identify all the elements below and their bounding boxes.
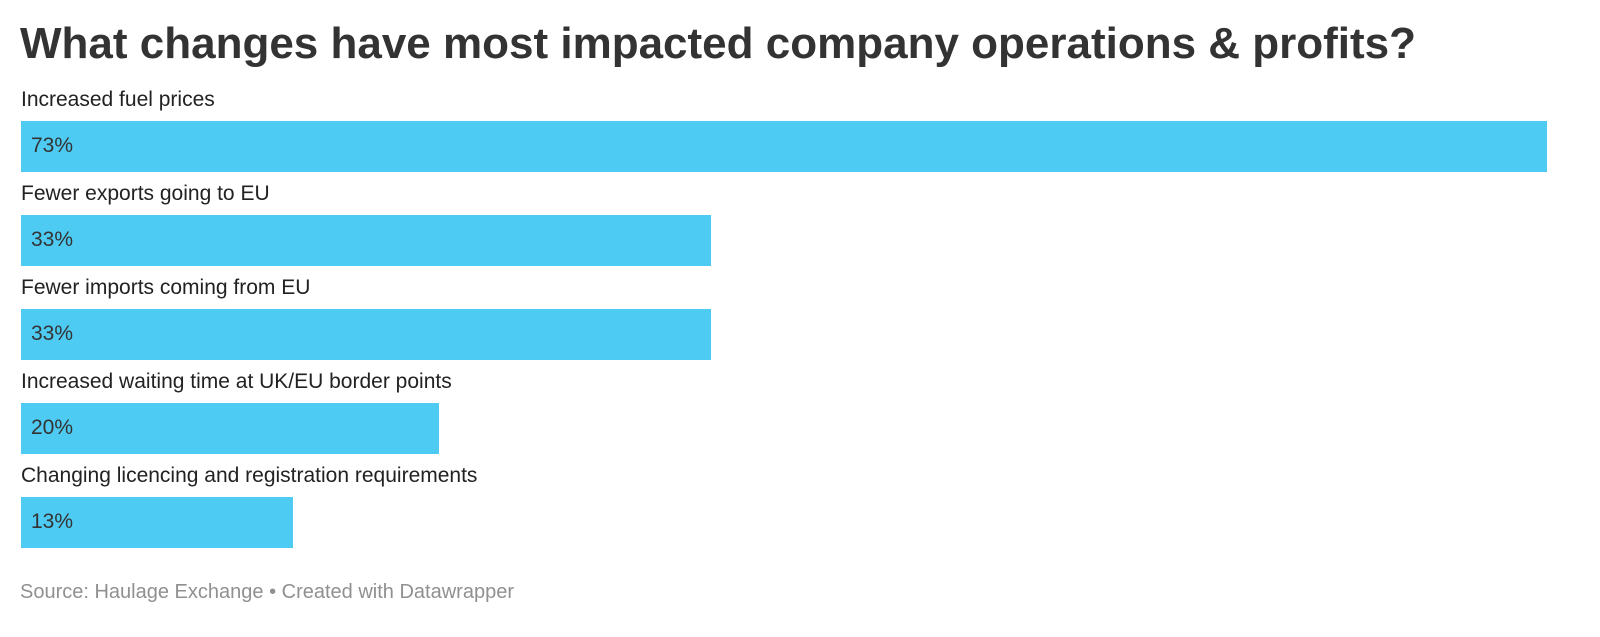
bar-track: 33% <box>21 215 1578 266</box>
bar <box>21 497 293 548</box>
bar <box>21 215 711 266</box>
bar-track: 33% <box>21 309 1578 360</box>
bar-row: Increased waiting time at UK/EU border p… <box>21 366 1578 460</box>
bar-category-label: Changing licencing and registration requ… <box>21 464 478 487</box>
bar <box>21 309 711 360</box>
chart-footer: Source: Haulage Exchange • Created with … <box>20 580 514 604</box>
datawrapper-credit-link[interactable]: Created with Datawrapper <box>281 581 514 603</box>
bar-category-label: Increased fuel prices <box>21 88 215 111</box>
bar-category-label: Increased waiting time at UK/EU border p… <box>21 370 452 393</box>
bar-value-label: 20% <box>31 416 74 439</box>
bar-row: Increased fuel prices 73% <box>21 84 1578 178</box>
bar-category-label: Fewer exports going to EU <box>21 182 270 205</box>
bar <box>21 403 440 454</box>
bar-row: Fewer exports going to EU 33% <box>21 178 1578 272</box>
bar-value-label: 33% <box>31 228 74 251</box>
bar-track: 73% <box>21 121 1578 172</box>
bar-category-label: Fewer imports coming from EU <box>21 276 311 299</box>
footer-separator: • <box>269 581 277 603</box>
source-text: Source: Haulage Exchange <box>20 581 264 603</box>
bar-track: 13% <box>21 497 1578 548</box>
bar-row: Fewer imports coming from EU 33% <box>21 272 1578 366</box>
bar-chart: Increased fuel prices 73% Fewer exports go… <box>21 84 1578 554</box>
chart-title: What changes have most impacted company … <box>20 19 1417 68</box>
bar-track: 20% <box>21 403 1578 454</box>
bar <box>21 121 1547 172</box>
bar-value-label: 73% <box>31 134 74 157</box>
bar-value-label: 13% <box>31 510 74 533</box>
bar-row: Changing licencing and registration requ… <box>21 460 1578 554</box>
bar-value-label: 33% <box>31 322 74 345</box>
